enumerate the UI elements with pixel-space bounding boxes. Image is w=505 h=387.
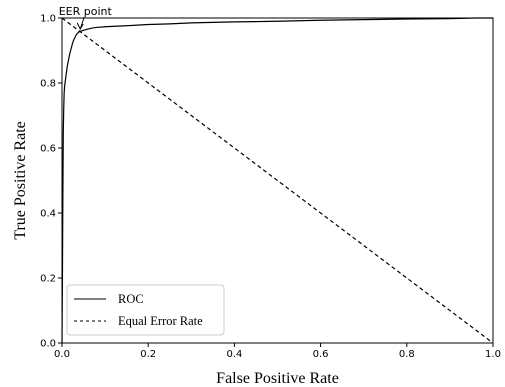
x-tick-label: 1.0 xyxy=(485,349,501,360)
y-tick-label: 0.0 xyxy=(40,339,56,350)
series-line-equal-error-rate xyxy=(61,17,494,344)
ticks-layer: 0.0 0.2 0.4 0.6 0.8 1.0 0.0 0.2 0.4 0.6 0.8 1.0 xyxy=(40,14,501,361)
y-tick-label: 1.0 xyxy=(40,14,56,25)
legend: ROC Equal Error Rate xyxy=(66,284,225,336)
legend-roc-label: ROC xyxy=(118,292,144,306)
series-layer xyxy=(61,17,494,344)
legend-eer-label: Equal Error Rate xyxy=(118,314,203,328)
annotation-layer: EER point xyxy=(59,5,113,31)
y-tick-label: 0.2 xyxy=(40,274,56,285)
x-tick-label: 0.6 xyxy=(313,349,329,360)
x-tick-label: 0.4 xyxy=(226,349,242,360)
y-tick-label: 0.6 xyxy=(40,144,56,155)
y-tick-label: 0.4 xyxy=(40,209,56,220)
y-tick-label: 0.8 xyxy=(40,79,56,90)
eer-annotation-arrowhead xyxy=(76,22,84,31)
plot-frame xyxy=(61,17,494,344)
legend-box xyxy=(66,284,225,336)
y-axis-label: True Positive Rate xyxy=(12,121,29,240)
x-tick-label: 0.0 xyxy=(54,349,70,360)
x-tick-label: 0.8 xyxy=(399,349,415,360)
eer-annotation-label: EER point xyxy=(59,5,113,18)
x-tick-label: 0.2 xyxy=(140,349,156,360)
x-axis-label: False Positive Rate xyxy=(216,370,339,387)
